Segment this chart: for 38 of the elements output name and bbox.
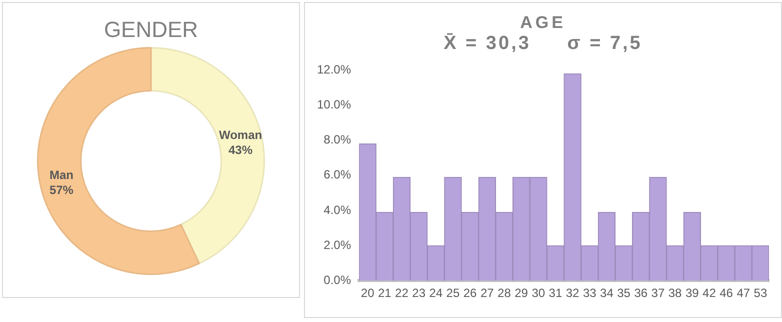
x-tick-label: 34: [600, 286, 614, 300]
x-tick-label: 42: [702, 286, 716, 300]
chart-title: GENDER: [102, 17, 200, 43]
x-tick-label: 36: [634, 286, 648, 300]
y-tick-label: 0.0%: [324, 272, 352, 287]
chart-subtitle: X̄ = 30,3 σ = 7,5: [442, 33, 644, 55]
x-tick-label: 28: [498, 286, 512, 300]
x-tick-label: 26: [463, 286, 478, 300]
y-tick-label: 2.0%: [324, 238, 352, 252]
y-tick-label: 4.0%: [324, 202, 352, 217]
y-tick-label: 10.0%: [316, 98, 352, 112]
x-tick-label: 31: [548, 286, 562, 300]
x-tick-label: 53: [754, 286, 768, 300]
x-tick-label: 37: [651, 286, 665, 300]
x-tick-label: 22: [395, 286, 409, 300]
slice-label: Man: [49, 168, 74, 182]
x-tick-label: 33: [582, 286, 597, 300]
x-tick-label: 39: [685, 286, 700, 300]
slice-label: Woman: [218, 128, 262, 142]
x-tick-label: 21: [378, 286, 392, 300]
x-tick-label: 32: [566, 286, 580, 300]
x-tick-label: 38: [668, 286, 682, 300]
x-tick-label: 20: [360, 286, 375, 300]
data-label: 57%: [49, 183, 74, 198]
x-tick-label: 29: [514, 286, 528, 300]
x-tick-label: 47: [736, 286, 750, 300]
x-tick-label: 30: [532, 286, 546, 300]
y-tick-label: 12.0%: [316, 62, 352, 77]
x-tick-label: 35: [617, 286, 631, 300]
x-tick-label: 25: [446, 286, 460, 300]
x-tick-label: 24: [429, 286, 443, 300]
chart-title: AGE: [519, 13, 567, 33]
x-tick-label: 23: [412, 286, 426, 300]
y-tick-label: 6.0%: [324, 168, 352, 182]
x-tick-label: 27: [480, 286, 494, 300]
x-tick-label: 46: [720, 286, 734, 300]
data-label: 43%: [228, 142, 253, 157]
y-tick-label: 8.0%: [324, 132, 352, 147]
